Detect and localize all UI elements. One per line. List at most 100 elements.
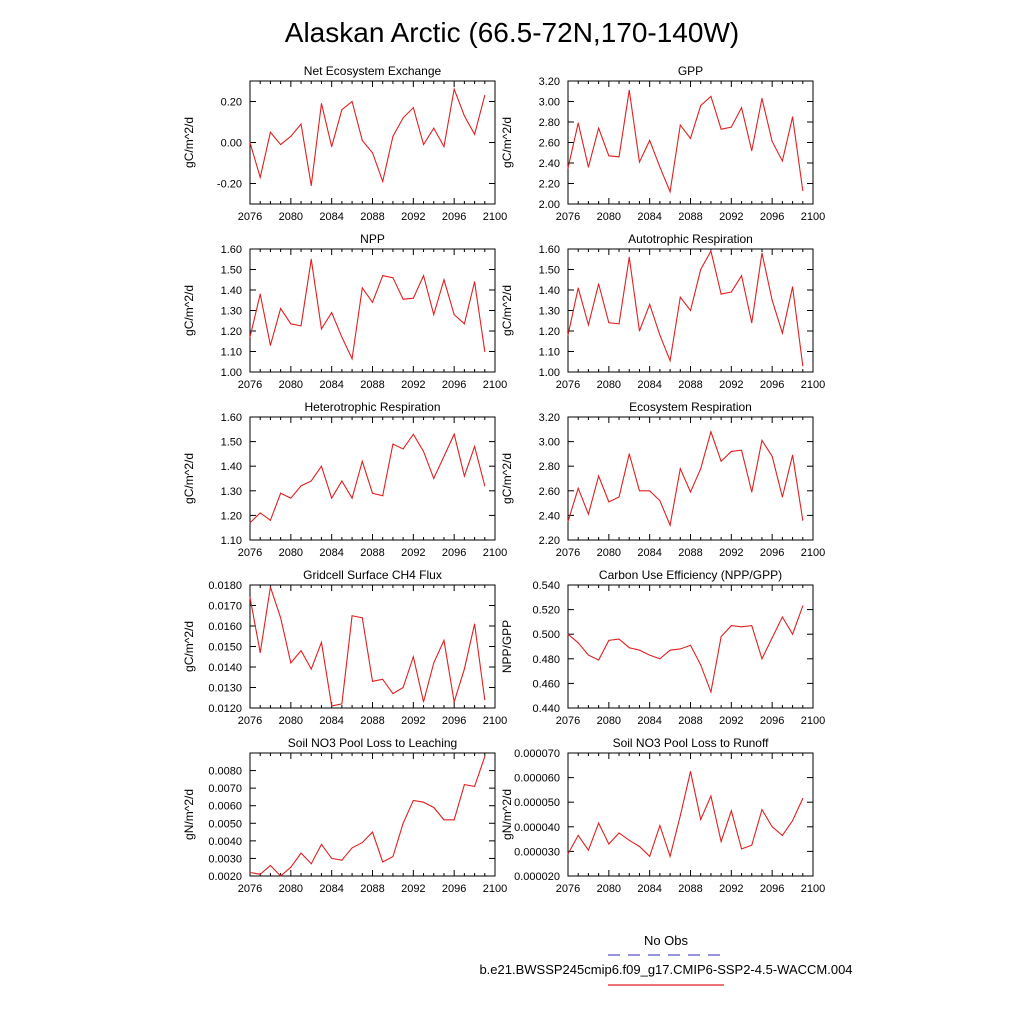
data-point (730, 625, 732, 627)
data-point (290, 135, 292, 137)
data-point (720, 636, 722, 638)
data-point (382, 180, 384, 182)
data-point (331, 857, 333, 859)
data-point (474, 623, 476, 625)
data-point (751, 491, 753, 493)
data-point (638, 161, 640, 163)
data-point (720, 293, 722, 295)
y-tick-label: 1.10 (539, 347, 560, 359)
x-tick-label: 2096 (760, 379, 784, 391)
data-point (392, 443, 394, 445)
data-point (392, 693, 394, 695)
data-point (567, 853, 569, 855)
data-point (638, 845, 640, 847)
x-tick-label: 2076 (238, 379, 262, 391)
data-point (290, 662, 292, 664)
x-tick-label: 2092 (719, 547, 743, 559)
data-point (690, 137, 691, 139)
panel-2: GPP gC/m^2/d 2076 2080 2084 2088 2092 2096 2100 2… (500, 64, 825, 223)
y-tick-label: 0.0160 (208, 621, 242, 633)
data-point (679, 468, 681, 470)
y-tick-label: 0.0180 (208, 580, 242, 592)
x-tick-label: 2076 (238, 211, 262, 223)
x-tick-label: 2076 (238, 883, 262, 895)
data-point (730, 126, 732, 128)
panel-8: Carbon Use Efficiency (NPP/GPP) NPP/GPP 20… (500, 568, 825, 727)
data-point (792, 633, 794, 635)
y-tick-label: 2.60 (539, 486, 560, 498)
y-tick-label: 0.0130 (208, 683, 242, 695)
data-point (598, 659, 600, 661)
data-point (372, 831, 373, 833)
x-tick-label: 2096 (760, 883, 784, 895)
data-point (761, 439, 763, 441)
x-tick-label: 2100 (483, 211, 507, 223)
data-point (751, 625, 753, 627)
panel-3: NPP gC/m^2/d 2076 2080 2084 2088 2092 2096 2100 1… (182, 232, 507, 391)
data-point (741, 626, 743, 628)
data-point (690, 644, 691, 646)
data-point (700, 269, 702, 270)
panels: Net Ecosystem Exchange gC/m^2/d 2076 2080 20… (182, 64, 825, 895)
y-tick-label: 0.000030 (514, 846, 560, 858)
y-tick-label: 0.000050 (514, 797, 560, 809)
y-tick-label: 1.20 (221, 510, 242, 522)
data-point (372, 301, 373, 303)
data-point (269, 131, 271, 133)
data-point (300, 485, 302, 487)
x-tick-label: 2088 (360, 883, 384, 895)
data-point (453, 433, 455, 435)
data-point (443, 146, 445, 148)
data-point (453, 819, 455, 821)
data-point (351, 615, 353, 617)
y-tick-label: 0.000040 (514, 822, 560, 834)
data-point (259, 293, 261, 295)
data-point (300, 325, 302, 327)
y-tick-label: 1.60 (221, 412, 242, 424)
data-point (669, 855, 671, 857)
y-tick-label: 2.80 (539, 461, 560, 473)
data-point (587, 513, 589, 515)
data-point (741, 848, 743, 850)
data-point (679, 815, 681, 817)
plot-frame (249, 416, 496, 541)
data-point (771, 140, 773, 142)
y-tick-label: 0.00 (221, 138, 242, 150)
y-tick-label: 0.0170 (208, 601, 242, 613)
x-tick-label: 2084 (637, 715, 661, 727)
data-point (618, 496, 620, 498)
data-point (690, 310, 691, 311)
data-point (372, 492, 373, 494)
data-point (761, 658, 763, 660)
x-tick-label: 2076 (556, 211, 580, 223)
data-point (567, 633, 569, 635)
x-tick-label: 2100 (483, 547, 507, 559)
x-tick-label: 2080 (597, 547, 621, 559)
data-point (618, 832, 620, 834)
x-tick-label: 2100 (801, 211, 825, 223)
y-tick-label: 1.50 (539, 265, 560, 277)
series-line (567, 605, 804, 695)
data-point (259, 873, 261, 875)
legend-obs-label: No Obs (644, 933, 689, 948)
data-point (577, 487, 579, 489)
data-point (730, 291, 732, 293)
x-tick-label: 2096 (442, 211, 466, 223)
data-point (310, 185, 312, 187)
data-point (351, 497, 353, 499)
y-tick-label: 0.000060 (514, 773, 560, 785)
data-point (320, 465, 322, 467)
plot-frame (567, 80, 814, 205)
data-point (700, 664, 702, 666)
y-axis-label: gN/m^2/d (182, 789, 196, 840)
data-point (649, 654, 651, 656)
panel-7: Gridcell Surface CH4 Flux gC/m^2/d 2076 208… (182, 568, 507, 727)
data-point (423, 450, 425, 452)
y-tick-label: 3.20 (539, 412, 560, 424)
series-line (567, 429, 804, 528)
x-tick-label: 2080 (597, 883, 621, 895)
data-point (802, 605, 804, 607)
data-point (402, 298, 404, 300)
data-point (649, 855, 651, 857)
panel-1: Net Ecosystem Exchange gC/m^2/d 2076 2080 20… (182, 64, 507, 223)
